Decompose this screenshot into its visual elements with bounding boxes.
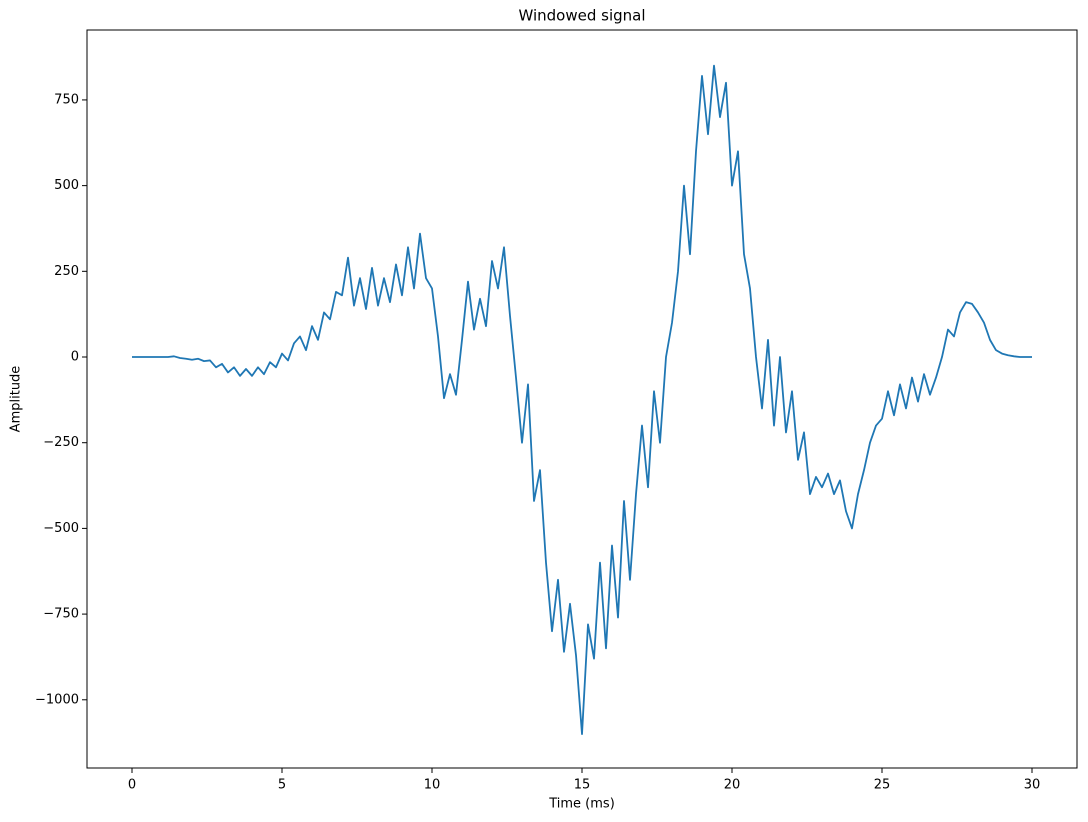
signal-line (132, 64, 1032, 735)
x-tick-label: 0 (128, 778, 136, 793)
y-tick-label: 0 (71, 350, 79, 365)
x-tick-label: 15 (574, 778, 591, 793)
y-axis-label: Amplitude (9, 366, 24, 433)
x-tick-label: 5 (278, 778, 286, 793)
chart-title: Windowed signal (518, 7, 645, 25)
x-tick-label: 10 (424, 778, 441, 793)
y-tick-label: −750 (43, 607, 79, 622)
y-tick-label: 250 (54, 264, 79, 279)
x-tick-label: 25 (874, 778, 891, 793)
x-tick-label: 30 (1024, 778, 1041, 793)
x-tick-label: 20 (724, 778, 741, 793)
y-tick-label: 750 (54, 92, 79, 107)
y-tick-label: −250 (43, 435, 79, 450)
y-tick-label: −1000 (35, 692, 79, 707)
x-axis-label: Time (ms) (548, 797, 615, 812)
y-tick-label: −500 (43, 521, 79, 536)
y-tick-label: 500 (54, 178, 79, 193)
plot-frame (86, 29, 1078, 769)
